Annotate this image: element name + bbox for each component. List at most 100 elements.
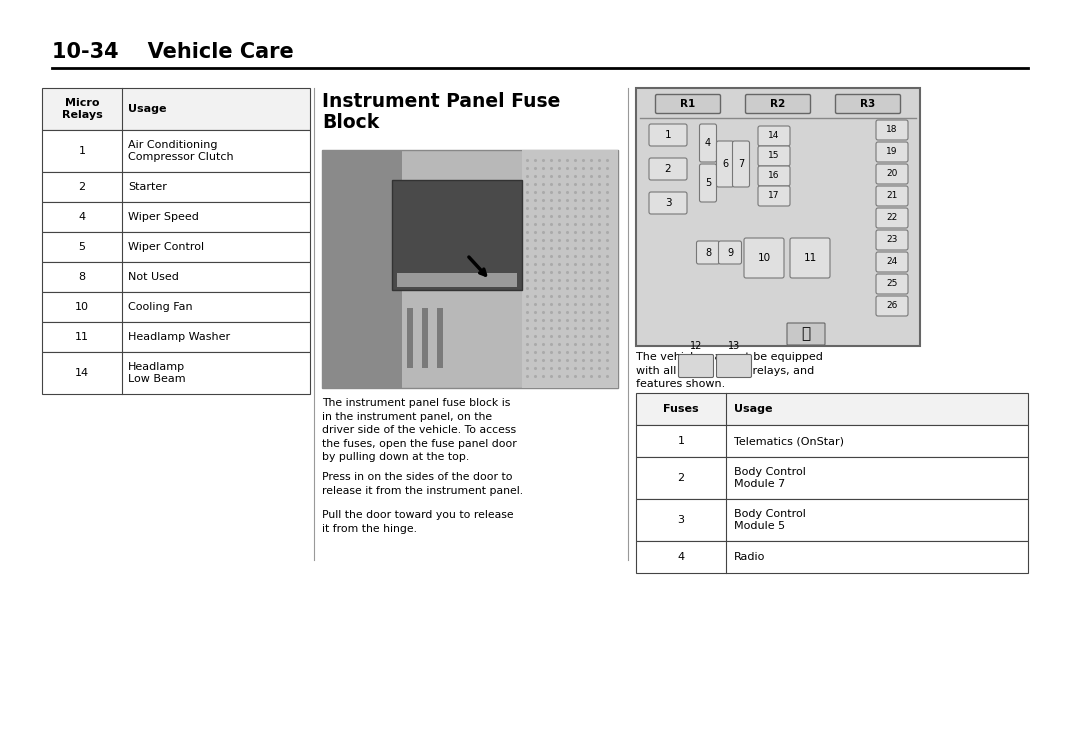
Text: Micro
Relays: Micro Relays	[62, 98, 103, 120]
Text: 13: 13	[728, 341, 740, 351]
Text: 5: 5	[79, 242, 85, 252]
FancyBboxPatch shape	[758, 166, 789, 186]
FancyBboxPatch shape	[697, 241, 719, 264]
Text: 8: 8	[705, 247, 711, 258]
FancyBboxPatch shape	[876, 274, 908, 294]
Text: Cooling Fan: Cooling Fan	[129, 302, 192, 312]
Text: 4: 4	[79, 212, 85, 222]
Text: 14: 14	[768, 132, 780, 141]
FancyBboxPatch shape	[876, 252, 908, 272]
Text: 1: 1	[677, 436, 685, 446]
Text: 11: 11	[804, 253, 816, 263]
FancyBboxPatch shape	[649, 124, 687, 146]
Bar	[636, 541, 1028, 573]
FancyBboxPatch shape	[678, 355, 714, 377]
Bar	[636, 393, 1028, 425]
Bar	[636, 457, 1028, 499]
Text: Air Conditioning
Compressor Clutch: Air Conditioning Compressor Clutch	[129, 140, 233, 162]
Text: 25: 25	[887, 280, 897, 289]
Text: 5: 5	[705, 178, 711, 188]
Text: 26: 26	[887, 302, 897, 311]
FancyBboxPatch shape	[758, 146, 789, 166]
Text: The instrument panel fuse block is
in the instrument panel, on the
driver side o: The instrument panel fuse block is in th…	[322, 398, 516, 463]
Bar	[42, 262, 310, 292]
Text: Wiper Control: Wiper Control	[129, 242, 204, 252]
Text: 15: 15	[768, 151, 780, 160]
Bar	[392, 180, 522, 290]
Text: R2: R2	[770, 99, 785, 109]
FancyBboxPatch shape	[876, 186, 908, 206]
Text: Headlamp
Low Beam: Headlamp Low Beam	[129, 362, 186, 384]
Text: 21: 21	[887, 191, 897, 200]
Text: 18: 18	[887, 125, 897, 135]
Text: Press in on the sides of the door to
release it from the instrument panel.: Press in on the sides of the door to rel…	[322, 472, 523, 496]
FancyBboxPatch shape	[718, 241, 742, 264]
FancyBboxPatch shape	[876, 164, 908, 184]
Text: 2: 2	[79, 182, 85, 192]
Text: 9: 9	[727, 247, 733, 258]
Text: Body Control
Module 7: Body Control Module 7	[734, 467, 806, 489]
Bar	[42, 322, 310, 352]
Text: Pull the door toward you to release
it from the hinge.: Pull the door toward you to release it f…	[322, 510, 514, 534]
Text: 3: 3	[664, 198, 672, 208]
FancyBboxPatch shape	[745, 94, 810, 113]
FancyBboxPatch shape	[716, 355, 752, 377]
Bar	[522, 150, 618, 388]
FancyBboxPatch shape	[836, 94, 901, 113]
Text: Starter: Starter	[129, 182, 167, 192]
Text: 17: 17	[768, 191, 780, 200]
Text: 7: 7	[738, 159, 744, 169]
Text: Radio: Radio	[734, 552, 766, 562]
FancyBboxPatch shape	[876, 230, 908, 250]
Text: Body Control
Module 5: Body Control Module 5	[734, 509, 806, 531]
Text: The vehicle may not be equipped
with all of the fuses, relays, and
features show: The vehicle may not be equipped with all…	[636, 352, 823, 389]
FancyBboxPatch shape	[649, 158, 687, 180]
Text: 10: 10	[757, 253, 770, 263]
Bar	[322, 150, 618, 388]
FancyBboxPatch shape	[758, 126, 789, 146]
Bar	[422, 308, 428, 368]
Bar	[397, 273, 517, 287]
Bar	[636, 88, 920, 346]
FancyBboxPatch shape	[876, 296, 908, 316]
Bar	[636, 499, 1028, 541]
Text: 2: 2	[664, 164, 672, 174]
Bar	[42, 232, 310, 262]
Text: Usage: Usage	[734, 404, 772, 414]
Bar	[42, 130, 310, 172]
Text: 24: 24	[887, 258, 897, 267]
Text: 23: 23	[887, 236, 897, 244]
Text: 8: 8	[79, 272, 85, 282]
Bar	[437, 308, 443, 368]
Text: Instrument Panel Fuse
Block: Instrument Panel Fuse Block	[322, 92, 561, 132]
Text: 14: 14	[75, 368, 89, 378]
Text: 16: 16	[768, 172, 780, 181]
Bar	[42, 172, 310, 202]
FancyBboxPatch shape	[876, 120, 908, 140]
FancyBboxPatch shape	[656, 94, 720, 113]
Text: 10: 10	[75, 302, 89, 312]
Text: Headlamp Washer: Headlamp Washer	[129, 332, 230, 342]
Text: 4: 4	[705, 138, 711, 148]
Bar	[42, 352, 310, 394]
Bar	[636, 425, 1028, 457]
FancyBboxPatch shape	[732, 141, 750, 187]
Text: 2: 2	[677, 473, 685, 483]
Bar	[42, 202, 310, 232]
Text: Usage: Usage	[129, 104, 166, 114]
FancyBboxPatch shape	[876, 142, 908, 162]
Text: 19: 19	[887, 147, 897, 156]
Text: 1: 1	[664, 130, 672, 140]
Text: R1: R1	[680, 99, 696, 109]
Text: R3: R3	[861, 99, 876, 109]
Text: 1: 1	[79, 146, 85, 156]
Text: 12: 12	[690, 341, 702, 351]
Text: Telematics (OnStar): Telematics (OnStar)	[734, 436, 843, 446]
FancyBboxPatch shape	[789, 238, 831, 278]
Text: 10-34    Vehicle Care: 10-34 Vehicle Care	[52, 42, 294, 62]
Text: 🛈: 🛈	[801, 327, 811, 342]
Text: 22: 22	[887, 213, 897, 222]
FancyBboxPatch shape	[876, 208, 908, 228]
Text: 4: 4	[677, 552, 685, 562]
Text: Fuses: Fuses	[663, 404, 699, 414]
